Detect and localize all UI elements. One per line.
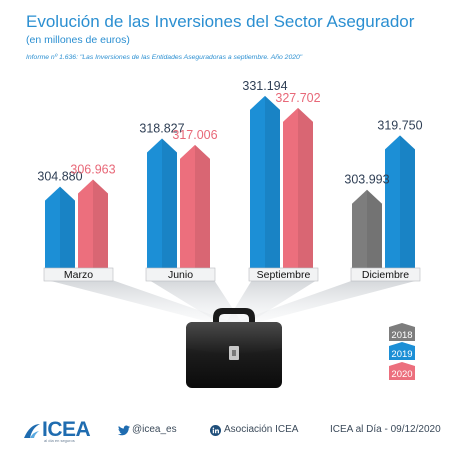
bar-shade-diciembre-2018 xyxy=(367,189,382,268)
footer-date: ICEA al Día - 09/12/2020 xyxy=(330,424,441,435)
bars-layer xyxy=(45,95,415,268)
legend-label-2018: 2018 xyxy=(391,330,412,341)
bar-junio-2020 xyxy=(180,144,210,268)
bar-junio-2019 xyxy=(147,138,177,268)
briefcase-icon xyxy=(186,308,282,388)
legend-label-2020: 2020 xyxy=(391,369,412,380)
legend-swatch-2018 xyxy=(389,327,415,341)
legend: 2018 2019 2020 xyxy=(389,323,415,380)
beam-marzo xyxy=(47,280,244,326)
data-label-marzo-2019: 304.880 xyxy=(37,170,82,184)
bar-septiembre-2019 xyxy=(250,95,280,268)
data-label-junio-2020: 317.006 xyxy=(172,128,217,142)
bar-shade-marzo-2019 xyxy=(60,186,75,268)
category-box-diciembre xyxy=(350,267,421,282)
category-label-septiembre: Septiembre xyxy=(257,269,311,281)
legend-label-2019: 2019 xyxy=(391,349,412,360)
data-label-septiembre-2020: 327.702 xyxy=(275,91,320,105)
legend-swatch-tip-2020 xyxy=(389,362,415,366)
bar-septiembre-2020 xyxy=(283,107,313,268)
legend-swatch-tip-2019 xyxy=(389,342,415,346)
icea-logo-tagline: al día en seguros xyxy=(44,438,75,443)
data-label-diciembre-2018: 303.993 xyxy=(344,173,389,187)
linkedin-icon xyxy=(210,425,221,436)
light-beams xyxy=(47,280,419,326)
legend-swatch-2020 xyxy=(389,366,415,380)
category-box-septiembre xyxy=(248,267,319,282)
bar-marzo-2019 xyxy=(45,186,75,268)
category-labels-layer: Marzo Junio Septiembre Diciembre xyxy=(43,267,421,282)
bar-marzo-2020 xyxy=(78,179,108,268)
bar-shade-junio-2019 xyxy=(162,138,177,268)
bar-diciembre-2018 xyxy=(352,189,382,268)
bar-shade-septiembre-2019 xyxy=(265,95,280,268)
chart-subtitle: (en millones de euros) xyxy=(26,34,130,46)
beam-diciembre xyxy=(224,280,419,326)
source-note: Informe nº 1.636: "Las Inversiones de la… xyxy=(26,54,303,61)
data-label-junio-2019: 318.827 xyxy=(139,122,184,136)
bar-shade-marzo-2020 xyxy=(93,179,108,268)
category-label-marzo: Marzo xyxy=(64,269,93,281)
data-label-marzo-2020: 306.963 xyxy=(70,162,115,176)
category-label-junio: Junio xyxy=(168,269,193,281)
category-box-marzo xyxy=(43,267,114,282)
category-box-junio xyxy=(145,267,216,282)
bar-shade-diciembre-2019 xyxy=(400,135,415,268)
icea-logo-text: ICEA xyxy=(42,418,91,441)
legend-swatch-tip-2018 xyxy=(389,323,415,327)
category-label-diciembre: Diciembre xyxy=(362,269,409,281)
chart-title: Evolución de las Inversiones del Sector … xyxy=(26,12,415,31)
twitter-handle[interactable]: @icea_es xyxy=(132,424,177,435)
bar-shade-junio-2020 xyxy=(195,144,210,268)
linkedin-name[interactable]: Asociación ICEA xyxy=(224,424,299,435)
icea-logo-icon xyxy=(24,424,40,438)
bar-diciembre-2019 xyxy=(385,135,415,268)
bar-shade-septiembre-2020 xyxy=(298,107,313,268)
twitter-icon xyxy=(118,425,130,436)
data-label-diciembre-2019: 319.750 xyxy=(377,118,422,132)
data-label-septiembre-2019: 331.194 xyxy=(242,79,287,93)
legend-swatch-2019 xyxy=(389,346,415,360)
